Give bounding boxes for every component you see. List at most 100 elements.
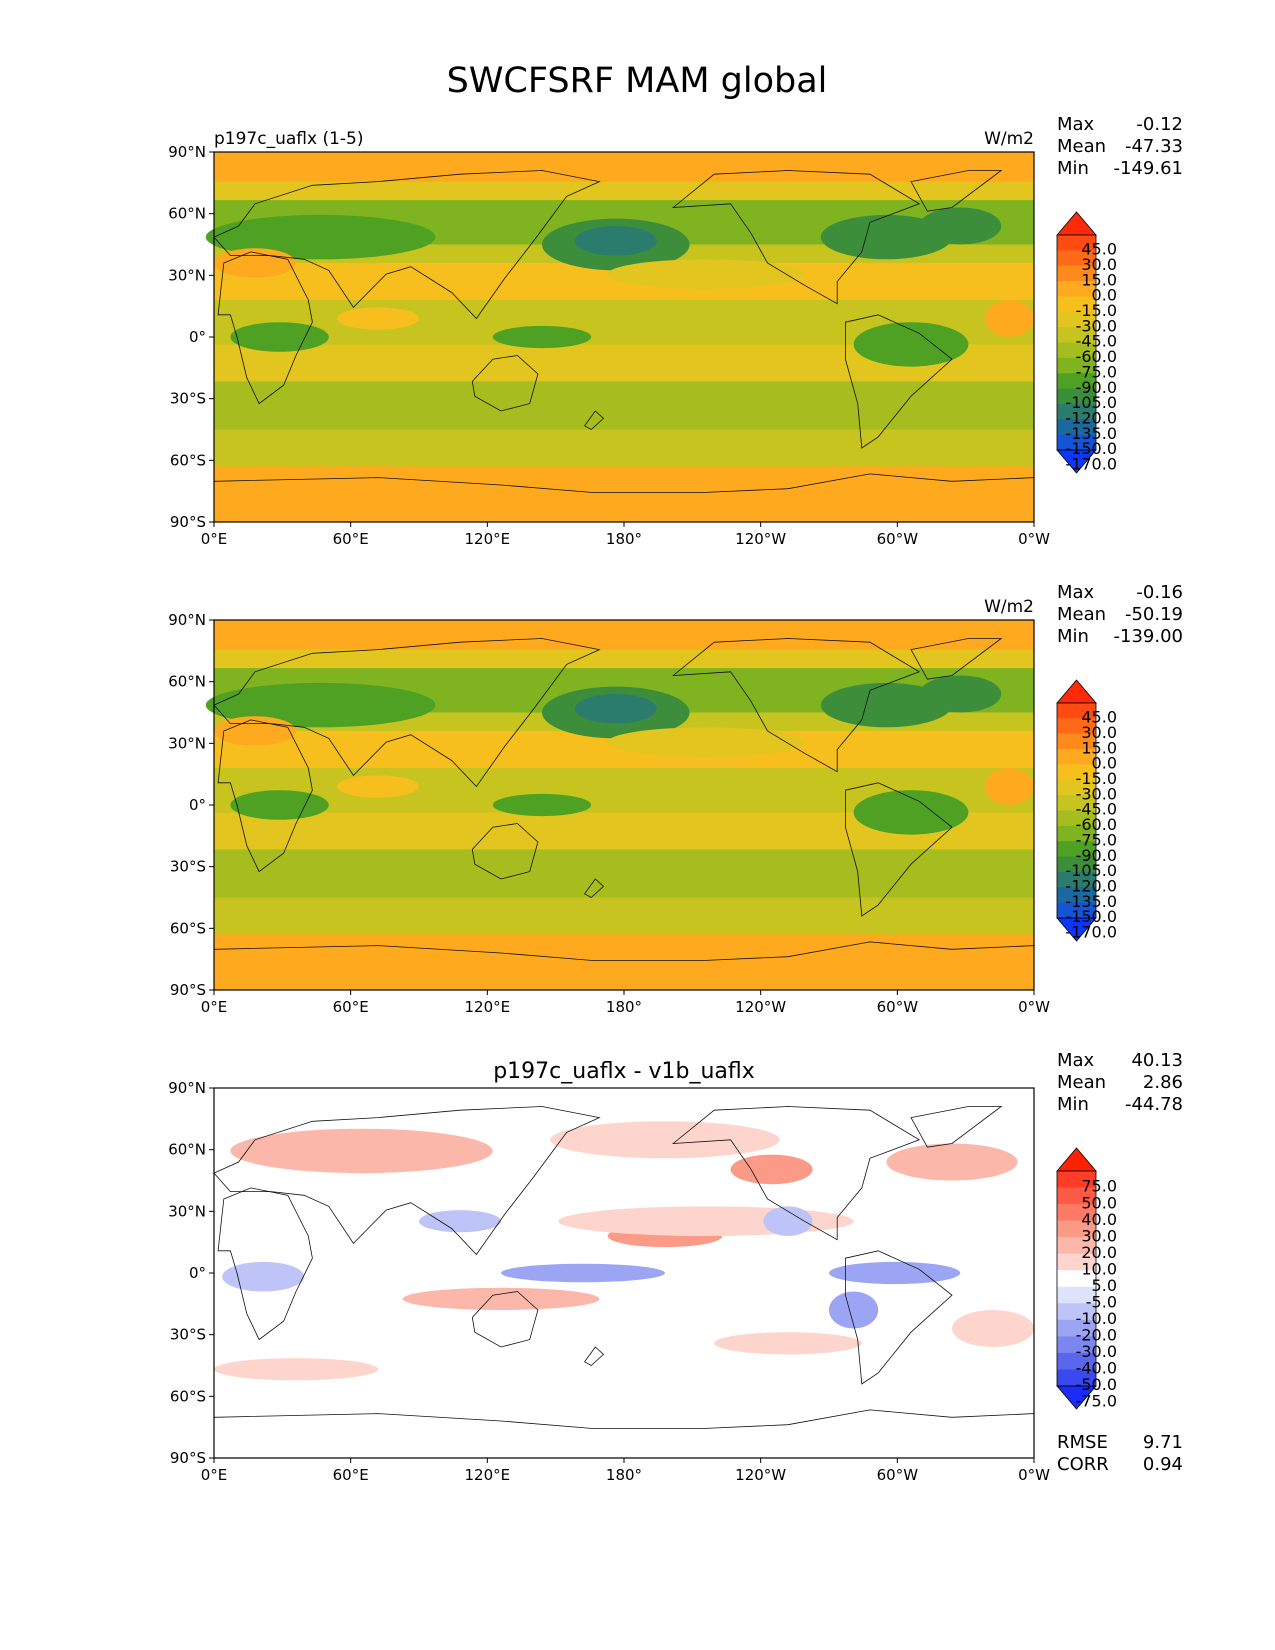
stat-value: 0.94	[1143, 1454, 1183, 1475]
coastline	[584, 410, 605, 430]
lon-tick-label: 180°	[606, 998, 642, 1016]
colorbar-segment	[1057, 281, 1096, 297]
coastline	[845, 1250, 953, 1385]
colorbar-segment	[1057, 342, 1096, 359]
colorbar-segment	[1057, 841, 1096, 857]
stat-label: Max	[1057, 1050, 1095, 1071]
colorbar-tick-label: -30.0	[1076, 316, 1117, 335]
colorbar-segment	[1057, 250, 1096, 267]
map	[205, 151, 1035, 523]
coastline	[584, 878, 605, 898]
colorbar-segment	[1057, 795, 1096, 811]
colorbar-segment	[1057, 1220, 1096, 1238]
colorbar-segment	[1057, 265, 1096, 282]
colorbar-tick-label: -75.0	[1076, 362, 1117, 381]
colorbar-segment	[1057, 810, 1096, 827]
colorbar-segment	[1057, 311, 1096, 328]
lat-tick-label: 90°N	[168, 1079, 206, 1097]
stat-label: Mean	[1057, 604, 1106, 625]
colorbar-tick-label: 20.0	[1081, 1243, 1117, 1262]
colorbar-segment	[1057, 764, 1096, 781]
colorbar-tick-label: 30.0	[1081, 255, 1117, 274]
colorbar-segment	[1057, 779, 1096, 796]
colorbar-extend-top	[1056, 211, 1097, 236]
colorbar-segment	[1057, 327, 1096, 343]
lon-tick-label: 60°W	[877, 998, 919, 1016]
colorbar-tick-label: -90.0	[1076, 846, 1117, 865]
colorbar-tick-label: -5.0	[1086, 1292, 1117, 1311]
colorbar-segment	[1057, 1369, 1096, 1387]
map	[213, 1087, 1035, 1459]
lat-tick-label: 90°N	[168, 143, 206, 161]
colorbar-tick-label: -150.0	[1065, 439, 1117, 458]
colorbar-tick-label: 15.0	[1081, 270, 1117, 289]
colorbar-tick-label: 30.0	[1081, 1226, 1117, 1245]
coastline	[213, 170, 601, 320]
colorbar-tick-label: -60.0	[1076, 815, 1117, 834]
colorbar-tick-label: -105.0	[1065, 861, 1117, 880]
colorbar-tick-label: 10.0	[1081, 1259, 1117, 1278]
colorbar-segment	[1057, 419, 1096, 436]
lat-tick-label: 30°N	[168, 266, 206, 284]
colorbar-tick-label: -50.0	[1076, 1375, 1117, 1394]
colorbar-segment	[1057, 1270, 1096, 1288]
stat-value: -139.00	[1114, 626, 1183, 647]
stat-label: Max	[1057, 114, 1095, 135]
colorbar-segment	[1057, 1187, 1096, 1205]
coastline	[471, 355, 539, 412]
colorbar-tick-label: 50.0	[1081, 1193, 1117, 1212]
panel-3: 90°N 60°N 30°N 0° 30°S 60°S 90°S0°E 60°E 120°E 18…	[168, 1050, 1183, 1484]
coastline	[845, 314, 953, 449]
stat-value: -149.61	[1114, 158, 1183, 179]
colorbar-segment	[1057, 718, 1096, 735]
stat-value: 2.86	[1143, 1072, 1183, 1093]
colorbar-tick-label: 40.0	[1081, 1210, 1117, 1229]
coastline	[213, 1106, 601, 1256]
colorbar-segment	[1057, 296, 1096, 313]
colorbar-tick-label: -170.0	[1065, 923, 1117, 942]
colorbar-tick-label: 5.0	[1092, 1276, 1117, 1295]
coastline	[671, 170, 921, 305]
stat-value: -0.12	[1136, 114, 1183, 135]
colorbar-tick-label: -135.0	[1065, 424, 1117, 443]
map	[205, 619, 1035, 991]
colorbar-tick-label: 15.0	[1081, 738, 1117, 757]
colorbar-segment	[1057, 856, 1096, 873]
coastline	[671, 638, 921, 773]
stat-value: -44.78	[1125, 1094, 1183, 1115]
coastline	[584, 1346, 605, 1366]
colorbar-segment	[1057, 434, 1096, 451]
colorbar-tick-label: -105.0	[1065, 393, 1117, 412]
lon-tick-label: 180°	[606, 1466, 642, 1484]
panel-2: 90°N 60°N 30°N 0° 30°S 60°S 90°S0°E 60°E 120°E 18…	[168, 582, 1183, 1016]
colorbar-tick-label: -20.0	[1076, 1326, 1117, 1345]
colorbar-tick-label: 75.0	[1081, 1177, 1117, 1196]
colorbar-tick-label: 45.0	[1081, 708, 1117, 727]
colorbar-tick-label: -75.0	[1076, 830, 1117, 849]
coastline	[471, 1291, 539, 1348]
colorbar-segment	[1057, 1204, 1096, 1222]
colorbar-segment	[1057, 1253, 1096, 1271]
lon-tick-label: 120°W	[735, 1466, 786, 1484]
lon-tick-label: 0°W	[1018, 998, 1050, 1016]
lon-tick-label: 120°W	[735, 530, 786, 548]
colorbar-segment	[1057, 871, 1096, 888]
colorbar-tick-label: -45.0	[1076, 332, 1117, 351]
lon-tick-label: 60°W	[877, 1466, 919, 1484]
colorbar: 75.050.040.030.020.010.05.0-5.0-10.0-20.…	[1056, 1147, 1117, 1411]
stat-label: Min	[1057, 158, 1089, 179]
colorbar-tick-label: -120.0	[1065, 877, 1117, 896]
lat-tick-label: 90°N	[168, 611, 206, 629]
colorbar-tick-label: 0.0	[1092, 754, 1117, 773]
colorbar-segment	[1057, 1286, 1096, 1304]
figure-title: SWCFSRF MAM global	[447, 61, 828, 101]
colorbar-segment	[1057, 373, 1096, 389]
colorbar-segment	[1057, 1319, 1096, 1337]
stat-label: RMSE	[1057, 1432, 1108, 1453]
lon-tick-label: 120°E	[465, 530, 511, 548]
colorbar-tick-label: 45.0	[1081, 240, 1117, 259]
colorbar-extend-top	[1056, 679, 1097, 704]
colorbar-segment	[1057, 703, 1096, 719]
colorbar-tick-label: -45.0	[1076, 800, 1117, 819]
